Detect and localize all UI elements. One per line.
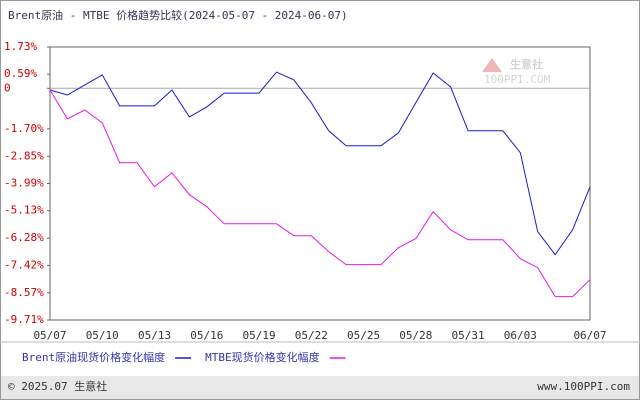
y-tick-label: -1.70% [4, 122, 44, 135]
y-tick-label: -9.71% [4, 313, 44, 326]
y-tick-label: -2.85% [4, 149, 44, 162]
y-tick-label: 1.73% [4, 40, 37, 53]
x-tick-label: 05/28 [399, 329, 432, 342]
x-tick-label: 06/07 [573, 329, 606, 342]
footer-band [1, 376, 639, 399]
y-tick-label: -5.13% [4, 204, 44, 217]
watermark-icon [482, 58, 502, 72]
watermark-url: 100PPI.COM [484, 73, 551, 86]
watermark-name: 生意社 [510, 57, 543, 71]
chart-title: Brent原油 - MTBE 价格趋势比较(2024-05-07 - 2024-… [8, 8, 348, 22]
x-tick-label: 05/31 [452, 329, 485, 342]
x-tick-label: 06/03 [504, 329, 537, 342]
x-tick-label: 05/19 [242, 329, 275, 342]
x-tick-label: 05/13 [138, 329, 171, 342]
series-line [49, 71, 591, 256]
series-line [49, 89, 591, 298]
legend-label: MTBE现货价格变化幅度 [205, 350, 320, 364]
footer-right: www.100PPI.com [537, 380, 630, 393]
x-tick-label: 05/07 [33, 329, 66, 342]
y-tick-label: -6.28% [4, 231, 44, 244]
y-tick-label: 0 [4, 81, 11, 94]
footer-left: © 2025.07 生意社 [8, 379, 107, 393]
y-tick-label: -8.57% [4, 286, 44, 299]
x-tick-label: 05/22 [295, 329, 328, 342]
y-tick-label: 0.59% [4, 67, 37, 80]
watermark: 生意社 100PPI.COM [482, 57, 551, 86]
x-tick-label: 05/16 [190, 329, 223, 342]
y-tick-label: -3.99% [4, 177, 44, 190]
y-tick-label: -7.42% [4, 258, 44, 271]
legend-label: Brent原油现货价格变化幅度 [22, 350, 165, 364]
x-tick-label: 05/25 [347, 329, 380, 342]
x-tick-label: 05/10 [86, 329, 119, 342]
